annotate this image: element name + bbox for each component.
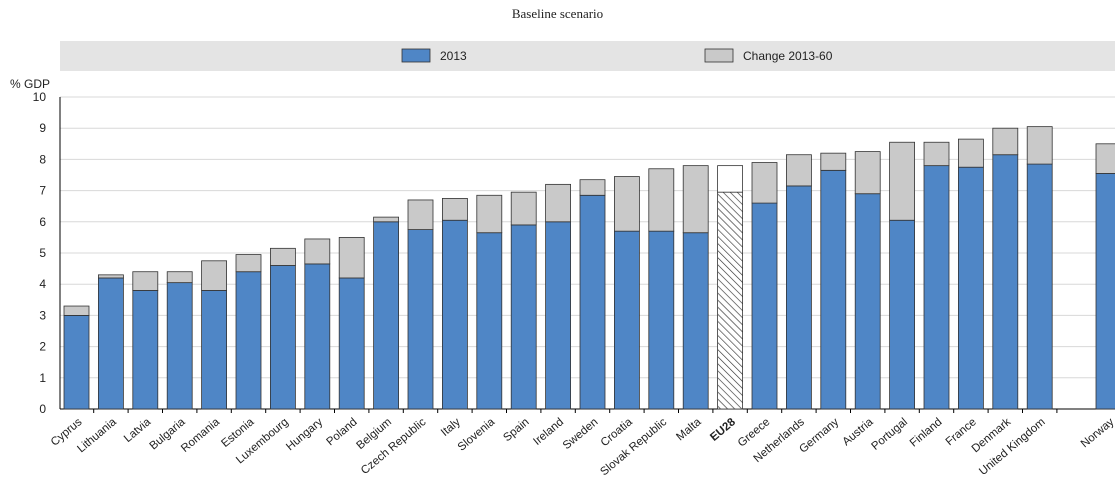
bar-2013 [373, 221, 400, 410]
bar-2013 [269, 265, 296, 410]
legend-swatch [704, 48, 734, 63]
y-tick-label: 0 [39, 402, 46, 416]
bar-change-2013-60 [579, 179, 606, 196]
bar-2013 [889, 219, 915, 410]
bar-change-2013-60 [304, 238, 331, 265]
bar-2013 [717, 191, 743, 410]
y-tick-label: 9 [39, 121, 46, 135]
x-tick-label: Malta [674, 416, 704, 444]
y-tick-label: 3 [39, 308, 46, 322]
bar-2013 [510, 224, 537, 410]
y-axis: 0 1 2 3 4 5 6 7 8 9 10 [33, 90, 61, 416]
bar-2013 [441, 219, 468, 410]
bar-change-2013-60 [614, 176, 640, 232]
bar-change-2013-60 [854, 151, 881, 195]
y-tick-label: 4 [39, 277, 46, 291]
bar-change-2013-60 [63, 305, 90, 316]
bar-change-2013-60 [786, 154, 812, 187]
bar-change-2013-60 [751, 162, 778, 204]
y-tick-label: 6 [39, 215, 46, 229]
bar-2013 [751, 202, 778, 410]
chart-title: Baseline scenario [511, 6, 604, 21]
bar-2013 [579, 194, 606, 410]
bar-change-2013-60 [648, 168, 675, 232]
bar-change-2013-60 [889, 141, 915, 221]
bar-change-2013-60 [132, 271, 159, 291]
legend-swatch [401, 48, 431, 63]
bar-change-2013-60 [269, 247, 296, 266]
bar-2013 [63, 314, 90, 410]
y-tick-label: 8 [39, 152, 46, 166]
bar-change-2013-60 [98, 274, 124, 279]
bar-2013 [545, 221, 571, 410]
bar-2013 [786, 185, 812, 410]
bar-change-2013-60 [545, 183, 571, 223]
bar-2013 [1095, 173, 1115, 410]
y-tick-label: 10 [33, 90, 47, 104]
bar-2013 [854, 193, 881, 410]
x-tick-label: Finland [908, 416, 945, 449]
bar-2013 [235, 271, 262, 410]
bar-change-2013-60 [923, 141, 950, 167]
y-axis-label: % GDP [10, 77, 50, 91]
legend-label: Change 2013-60 [743, 49, 833, 63]
bar-2013 [304, 263, 331, 410]
bar-2013 [682, 232, 709, 410]
x-tick-label: Norway [1079, 416, 1115, 450]
bar-change-2013-60 [682, 165, 709, 234]
bar-change-2013-60 [201, 260, 228, 291]
x-tick-label: Latvia [122, 416, 154, 445]
x-tick-label: Lithuania [75, 416, 119, 456]
bar-change-2013-60 [407, 199, 434, 231]
bar-2013 [923, 165, 950, 410]
bar-2013 [98, 277, 124, 410]
bar-change-2013-60 [373, 216, 400, 223]
bar-2013 [166, 282, 193, 410]
bar-2013 [614, 230, 640, 410]
y-tick-label: 1 [39, 371, 46, 385]
x-tick-label: Portugal [869, 416, 910, 453]
x-tick-label: Slovenia [456, 416, 498, 454]
bar-change-2013-60 [958, 138, 984, 168]
x-tick-label: Romania [179, 416, 222, 455]
bar-2013 [407, 229, 434, 410]
bar-2013 [958, 166, 984, 410]
x-tick-label: Italy [439, 416, 463, 439]
x-tick-label: Sweden [561, 416, 601, 452]
legend-band [60, 41, 1115, 71]
bar-change-2013-60 [1026, 126, 1053, 165]
x-tick-label: EU28 [708, 416, 738, 444]
bar-change-2013-60 [166, 271, 193, 284]
bar-2013 [1026, 163, 1053, 410]
bar-change-2013-60 [1095, 143, 1115, 174]
bar-2013 [132, 290, 159, 410]
y-tick-label: 2 [39, 340, 46, 354]
y-tick-label: 5 [39, 246, 46, 260]
bar-2013 [201, 290, 228, 410]
bar-change-2013-60 [992, 127, 1019, 156]
legend-label: 2013 [440, 49, 467, 63]
bar-change-2013-60 [717, 165, 743, 193]
legend: 2013 Change 2013-60 [401, 48, 833, 63]
bar-change-2013-60 [441, 197, 468, 221]
bar-change-2013-60 [476, 194, 503, 234]
bar-change-2013-60 [820, 152, 847, 171]
bar-change-2013-60 [338, 236, 365, 279]
bar-2013 [820, 169, 847, 410]
bars [63, 126, 1115, 410]
x-tick-label: Spain [501, 416, 531, 444]
bar-2013 [992, 154, 1019, 410]
bar-2013 [476, 232, 503, 410]
bar-change-2013-60 [235, 254, 262, 273]
bar-2013 [648, 230, 675, 410]
x-tick-label: Hungary [284, 416, 325, 453]
bar-change-2013-60 [510, 191, 537, 226]
y-tick-label: 7 [39, 184, 46, 198]
bar-2013 [338, 277, 365, 410]
